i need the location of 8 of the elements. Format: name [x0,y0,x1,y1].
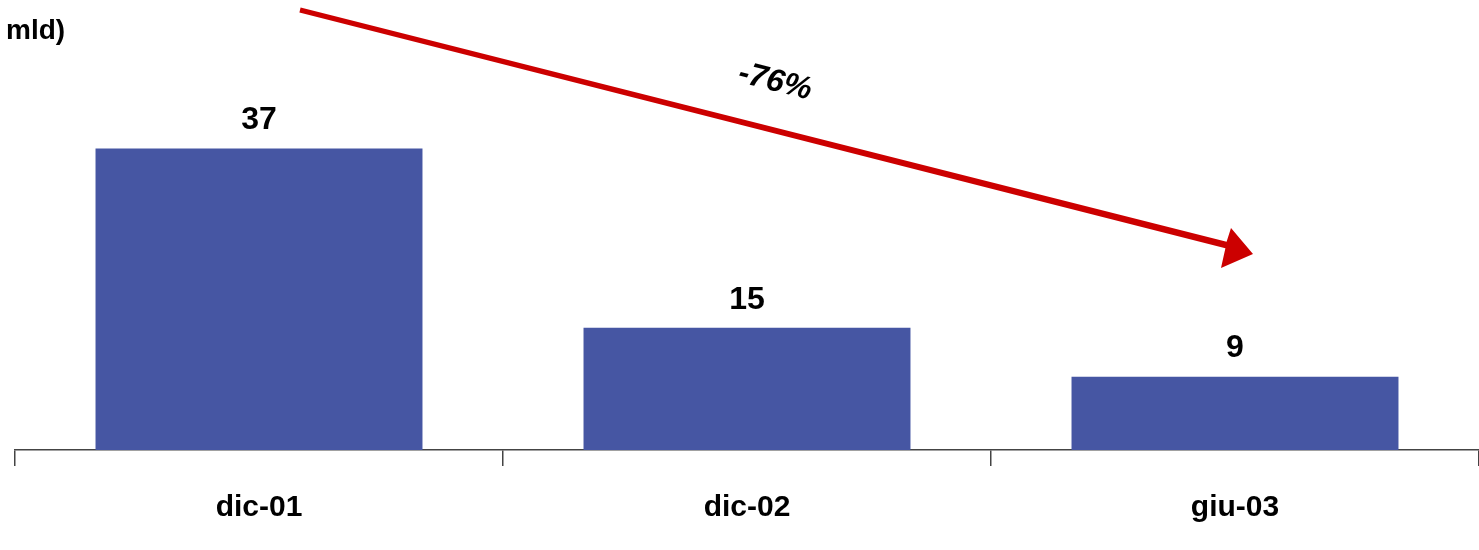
data-label: 15 [729,279,765,316]
x-tick-label: dic-02 [703,489,791,523]
text: -76% [734,53,817,107]
data-label: 37 [241,100,277,137]
x-tick-label: dic-01 [215,489,303,523]
x-tick-label: giu-03 [1190,489,1280,523]
chart-title: mld) [6,14,66,46]
data-label: 9 [1226,328,1244,365]
